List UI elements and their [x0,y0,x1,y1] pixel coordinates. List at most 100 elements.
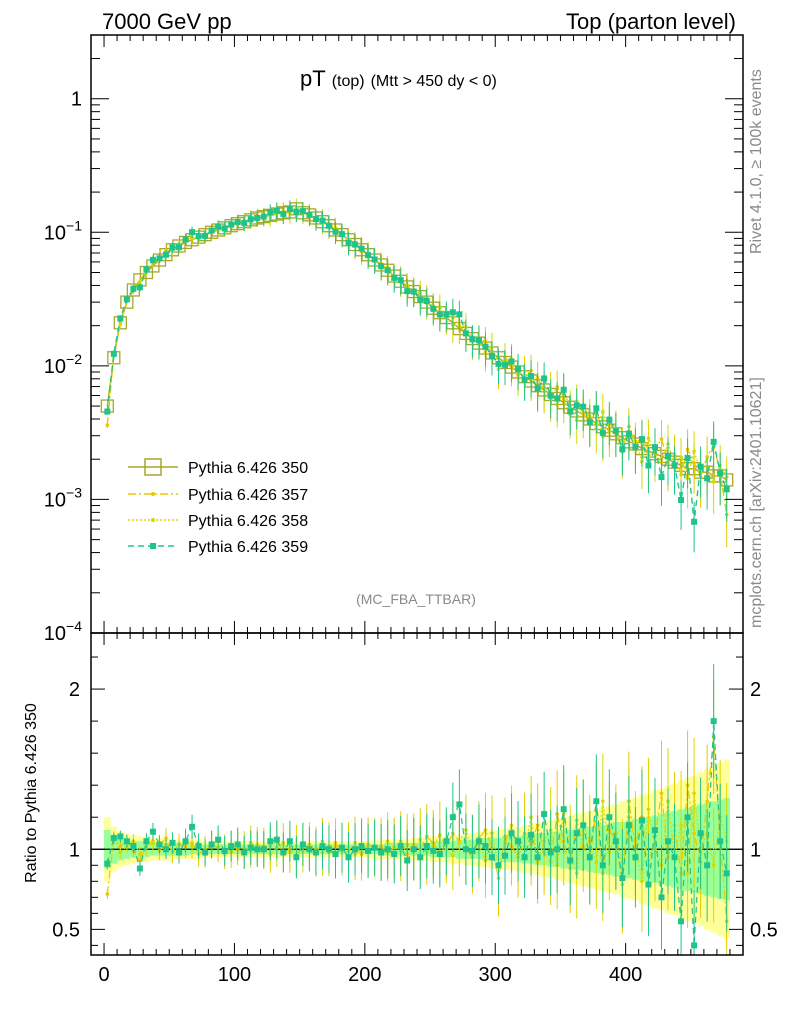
ratio-point-359 [449,814,456,821]
point-359 [117,315,124,322]
ratio-point-359 [619,875,626,882]
ratio-point-359 [665,838,672,845]
point-359 [567,408,574,415]
point-358 [190,236,194,241]
point-359 [136,284,143,291]
ratio-y-tick-label: 2 [69,679,80,701]
ratio-point-359 [123,838,130,845]
ratio-point-359 [456,801,463,808]
point-359 [710,438,717,445]
point-359 [697,463,704,470]
ratio-point-359 [541,811,548,818]
point-359 [671,462,678,469]
y-tick-label: 10−2 [44,351,82,378]
point-359 [502,361,509,368]
ratio-point-359 [221,847,228,854]
point-359 [384,267,391,274]
ratio-point-358 [594,860,599,864]
ratio-point-359 [378,849,385,856]
point-359 [352,241,359,248]
point-358 [679,455,683,460]
ratio-point-359 [339,844,346,851]
legend-label-359: Pythia 6.426 359 [188,539,308,556]
point-359 [625,430,632,437]
point-359 [221,225,228,232]
point-359 [123,296,130,303]
point-359 [306,211,313,218]
ratio-point-359 [697,830,704,837]
point-359 [651,444,658,451]
ratio-point-359 [136,865,143,872]
point-359 [678,497,685,504]
point-359 [684,455,691,462]
point-359 [143,266,150,273]
point-359 [345,239,352,246]
ratio-point-359 [443,838,450,845]
ratio-point-359 [586,854,593,861]
ratio-point-359 [176,849,183,856]
point-359 [508,358,515,365]
header-left: 7000 GeV pp [102,9,232,34]
ratio-point-359 [417,854,424,861]
point-359 [612,427,619,434]
ratio-point-359 [482,843,489,850]
x-tick-label: 200 [348,964,381,986]
ratio-point-359 [156,841,163,848]
point-358 [118,322,123,326]
ratio-point-359 [391,851,398,858]
point-359 [312,216,319,223]
ratio-point-359 [195,843,202,850]
point-359 [691,518,698,525]
point-359 [417,296,424,303]
ratio-point-359 [436,851,443,858]
point-359 [528,373,535,380]
ratio-point-359 [241,849,248,856]
ratio-point-359 [280,849,287,856]
ratio-point-359 [521,854,528,861]
ratio-point-359 [469,847,476,854]
ratio-point-357 [105,892,110,896]
ratio-point-359 [580,822,587,829]
ratio-point-357 [659,791,664,795]
point-358 [646,436,651,440]
point-359 [365,252,372,259]
point-359 [547,392,554,399]
ratio-point-359 [717,838,724,845]
title-sub: (top) [332,73,365,90]
point-359 [299,208,306,215]
ratio-point-359 [710,718,717,725]
ratio-point-359 [325,846,332,853]
legend-label-357: Pythia 6.426 357 [188,487,308,504]
ratio-point-359 [547,849,554,856]
ratio-point-359 [143,838,150,845]
point-359 [110,350,117,357]
point-359 [182,236,189,243]
legend-entry-350: Pythia 6.426 350 [128,458,308,477]
ratio-point-359 [645,881,652,888]
point-359 [149,256,156,263]
ratio-point-359 [495,862,502,869]
ratio-point-359 [612,838,619,845]
legend-entry-358: Pythia 6.426 358 [128,513,308,530]
point-359 [371,256,378,263]
point-358 [711,480,716,484]
main-series [100,198,734,553]
ratio-point-359 [384,846,391,853]
point-359 [704,475,711,482]
ratio-point-358 [711,863,716,868]
ratio-point-359 [273,836,280,843]
ratio-point-358 [151,841,155,845]
point-359 [280,210,287,217]
point-359 [247,216,254,223]
ratio-point-359 [404,857,411,864]
ratio-point-359 [371,844,378,851]
ratio-point-359 [599,862,606,869]
ratio-point-359 [567,857,574,864]
point-359 [717,470,724,477]
ratio-point-359 [169,839,176,846]
ratio-y-tick-label-right: 2 [750,679,761,701]
legend-marker-357 [151,492,155,496]
ratio-point-359 [573,830,580,837]
axes: 0 100 200 300 400 1 10−1 10−2 10−3 10−4 0.5 0.5 1 1 2 2 [44,34,778,986]
legend-entry-359: Pythia 6.426 359 [128,539,308,556]
